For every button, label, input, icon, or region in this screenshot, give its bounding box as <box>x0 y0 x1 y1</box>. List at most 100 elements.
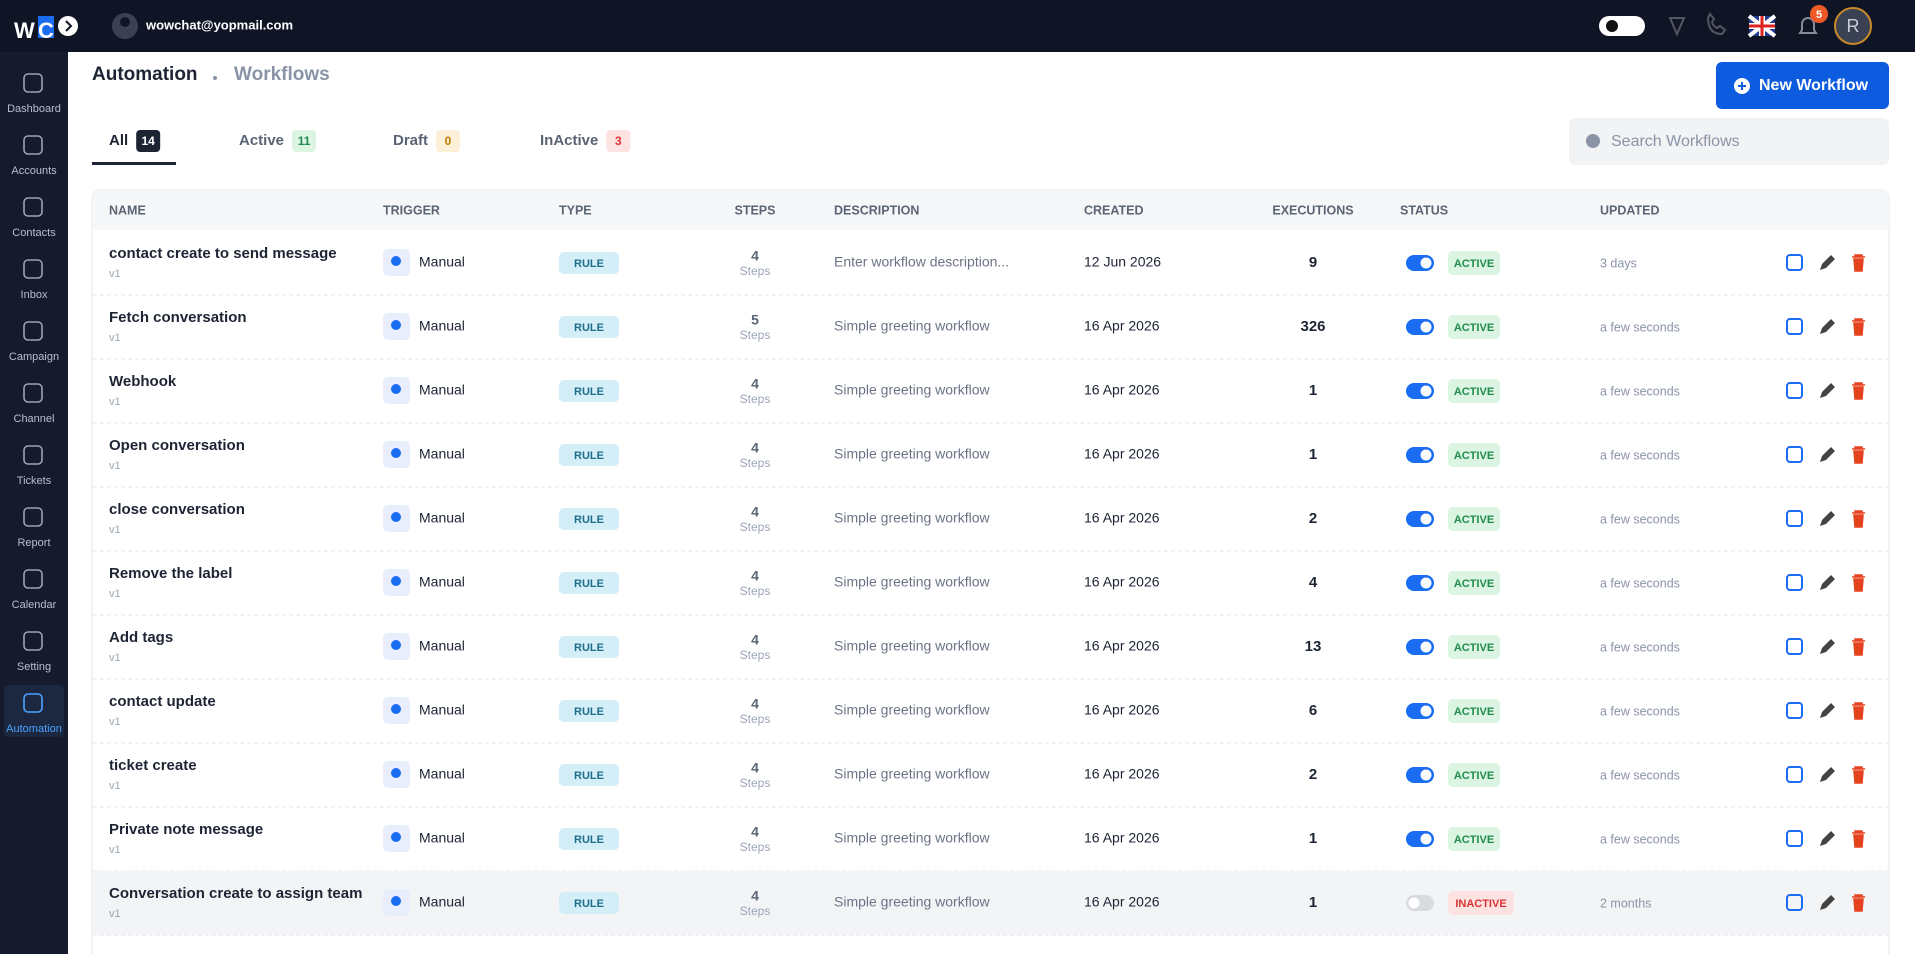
new-workflow-button[interactable] <box>1716 62 1889 109</box>
delete-action[interactable] <box>1852 702 1865 720</box>
edit-action[interactable] <box>1820 319 1835 334</box>
tab-count-badge <box>136 130 161 152</box>
open-action[interactable] <box>1786 702 1803 719</box>
edit-action[interactable] <box>1820 895 1835 910</box>
delete-action[interactable] <box>1852 766 1865 784</box>
sidebar-icon[interactable] <box>23 693 43 713</box>
workflow-name[interactable]: Private note message <box>109 821 263 838</box>
edit-action[interactable] <box>1820 639 1835 654</box>
open-action[interactable] <box>1786 830 1803 847</box>
top-bar <box>0 0 1915 52</box>
sidebar-icon[interactable] <box>23 383 43 403</box>
delete-action[interactable] <box>1852 254 1865 272</box>
sidebar-label[interactable]: Campaign <box>9 351 59 363</box>
workflow-name[interactable]: contact create to send message <box>109 245 337 262</box>
delete-action[interactable] <box>1852 510 1865 528</box>
open-action[interactable] <box>1786 510 1803 527</box>
type-badge <box>559 572 619 594</box>
delete-action[interactable] <box>1852 318 1865 336</box>
delete-action[interactable] <box>1852 894 1865 912</box>
workflow-name[interactable]: Fetch conversation <box>109 309 247 326</box>
tab-count-badge <box>606 130 631 152</box>
trigger-icon-glyph <box>391 320 401 330</box>
workflow-version: v1 <box>109 908 121 920</box>
trigger: Manual <box>419 254 465 270</box>
signal-icon[interactable] <box>1668 17 1686 37</box>
sidebar-label[interactable]: Dashboard <box>7 103 61 115</box>
search-box[interactable] <box>1569 118 1889 165</box>
status: INACTIVE <box>1455 898 1506 910</box>
workflow-version: v1 <box>109 588 121 600</box>
sidebar-icon[interactable] <box>23 445 43 465</box>
edit-action[interactable] <box>1820 767 1835 782</box>
breadcrumb[interactable]: Workflows <box>234 64 330 85</box>
sidebar-label[interactable]: Accounts <box>11 165 57 177</box>
tab-label[interactable]: Active <box>239 132 284 149</box>
plus-sign <box>1738 82 1746 90</box>
workflow-name[interactable]: contact update <box>109 693 216 710</box>
open-action[interactable] <box>1786 894 1803 911</box>
delete-action[interactable] <box>1852 638 1865 656</box>
delete-action[interactable] <box>1852 382 1865 400</box>
workflow-version: v1 <box>109 460 121 472</box>
sidebar-label[interactable]: Setting <box>17 661 51 673</box>
tab-label[interactable]: InActive <box>540 132 598 149</box>
status-badge <box>1448 379 1500 403</box>
steps: 4 <box>751 440 759 456</box>
open-action[interactable] <box>1786 446 1803 463</box>
sidebar-icon[interactable] <box>23 73 43 93</box>
created: 12 Jun 2026 <box>1084 254 1161 270</box>
edit-action[interactable] <box>1820 383 1835 398</box>
open-action[interactable] <box>1786 254 1803 271</box>
edit-action[interactable] <box>1820 831 1835 846</box>
sidebar-toggle[interactable] <box>58 16 78 36</box>
tab-label[interactable]: Draft <box>393 132 428 149</box>
tab-label[interactable]: All <box>109 132 128 149</box>
user-email[interactable]: wowchat@yopmail.com <box>145 17 293 32</box>
open-action[interactable] <box>1786 638 1803 655</box>
sidebar-label[interactable]: Report <box>17 537 50 549</box>
sidebar-label[interactable]: Calendar <box>12 599 57 611</box>
theme-toggle[interactable] <box>1599 16 1645 36</box>
edit-action[interactable] <box>1820 447 1835 462</box>
edit-action[interactable] <box>1820 511 1835 526</box>
edit-action[interactable] <box>1820 575 1835 590</box>
sidebar-label[interactable]: Automation <box>6 723 62 735</box>
sidebar-label[interactable]: Inbox <box>21 289 48 301</box>
workflow-name[interactable]: Add tags <box>109 629 173 646</box>
delete-action[interactable] <box>1852 830 1865 848</box>
sidebar-icon[interactable] <box>23 259 43 279</box>
tab-count: 11 <box>298 134 311 148</box>
sidebar-label[interactable]: Contacts <box>12 227 56 239</box>
open-action[interactable] <box>1786 382 1803 399</box>
edit-action[interactable] <box>1820 703 1835 718</box>
delete-action[interactable] <box>1852 574 1865 592</box>
sidebar-icon[interactable] <box>23 321 43 341</box>
sidebar-icon[interactable] <box>23 507 43 527</box>
workflow-name[interactable]: Remove the label <box>109 565 232 582</box>
updated: a few seconds <box>1600 768 1680 782</box>
trigger-icon-glyph <box>391 384 401 394</box>
updated: a few seconds <box>1600 448 1680 462</box>
sidebar-icon[interactable] <box>23 631 43 651</box>
workflow-name[interactable]: ticket create <box>109 757 197 774</box>
sidebar-icon[interactable] <box>23 197 43 217</box>
workflow-name[interactable]: Open conversation <box>109 437 245 454</box>
sidebar-label[interactable]: Channel <box>14 413 55 425</box>
open-action[interactable] <box>1786 318 1803 335</box>
open-action[interactable] <box>1786 574 1803 591</box>
workflow-name[interactable]: Conversation create to assign team <box>109 885 362 902</box>
brand-mark <box>38 16 54 38</box>
sidebar-icon[interactable] <box>23 135 43 155</box>
edit-action[interactable] <box>1820 255 1835 270</box>
workflow-name[interactable]: Webhook <box>109 373 177 390</box>
open-action[interactable] <box>1786 766 1803 783</box>
created: 16 Apr 2026 <box>1084 446 1160 462</box>
delete-action[interactable] <box>1852 446 1865 464</box>
sidebar-label[interactable]: Tickets <box>17 475 52 487</box>
bell-icon[interactable] <box>1798 17 1818 34</box>
workflow-name[interactable]: close conversation <box>109 501 245 518</box>
profile-avatar[interactable] <box>1834 7 1872 45</box>
call-icon[interactable] <box>1706 12 1727 36</box>
sidebar-icon[interactable] <box>23 569 43 589</box>
